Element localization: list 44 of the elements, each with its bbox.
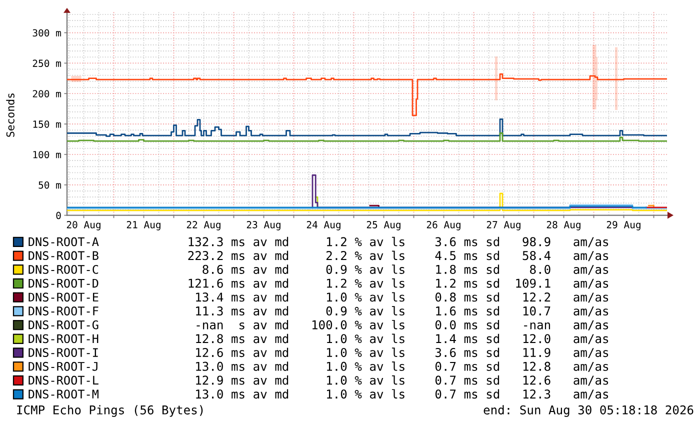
x-tick-label: 23 Aug	[246, 221, 280, 230]
y-tick-label: 200 m	[32, 90, 61, 98]
text: 12.6 ms av md 1.0 % av ls 3.6 ms sd 11.9 am/as	[196, 348, 608, 358]
legend-label: DNS-ROOT-J	[28, 362, 98, 371]
text: 13.4 ms av md 1.0 % av ls 0.8 ms sd 12.2 am/as	[196, 292, 608, 303]
text: ICMP Echo Pings (56 Bytes)	[17, 405, 203, 417]
y-axis-title: Seconds	[6, 94, 14, 137]
text: 8.6 ms av md 0.9 % av ls 1.8 ms sd 8.0 am/as	[202, 264, 608, 275]
text: 13.0 ms av md 1.0 % av ls 0.7 ms sd 12.3 am/as	[196, 389, 608, 400]
x-tick-label: 29 Aug	[606, 221, 640, 230]
x-tick-label: 24 Aug	[306, 221, 340, 230]
text: 13.0 ms av md 1.0 % av ls 0.7 ms sd 12.8 am/as	[196, 362, 608, 372]
text: 223.2 ms av md 2.2 % av ls 4.5 ms sd 58.4 am/as	[188, 250, 608, 262]
y-tick-label: 250 m	[32, 60, 61, 67]
legend-label: DNS-ROOT-C	[28, 264, 98, 274]
legend-label: DNS-ROOT-B	[28, 251, 98, 260]
text: 12.9 ms av md 1.0 % av ls 0.7 ms sd 12.6 am/as	[196, 375, 608, 386]
legend-label: DNS-ROOT-F	[28, 306, 98, 316]
legend-label: DNS-ROOT-H	[28, 334, 98, 344]
x-tick-label: 22 Aug	[186, 221, 220, 230]
legend-label: DNS-ROOT-A	[28, 237, 99, 246]
text: end: Sun Aug 30 05:18:18 2026	[484, 405, 694, 417]
x-tick-label: 21 Aug	[126, 221, 160, 230]
x-tick-label: 26 Aug	[426, 221, 460, 230]
legend-label: DNS-ROOT-D	[28, 278, 98, 288]
legend-label: DNS-ROOT-I	[28, 348, 98, 357]
y-tick-label: 300 m	[32, 29, 61, 37]
text: -nan s av md 100.0 % av ls 0.0 ms sd -nan am/as	[196, 320, 608, 330]
text: 121.6 ms av md 1.2 % av ls 1.2 ms sd 109.1 am/as	[188, 278, 608, 289]
legend-label: DNS-ROOT-L	[28, 376, 98, 385]
x-tick-label: 27 Aug	[486, 221, 520, 230]
y-tick-label: 0	[56, 212, 61, 220]
y-tick-label: 50 m	[38, 181, 61, 189]
legend-label: DNS-ROOT-M	[28, 390, 98, 399]
legend-label: DNS-ROOT-E	[28, 292, 98, 302]
text: 12.8 ms av md 1.0 % av ls 1.4 ms sd 12.0 am/as	[196, 334, 608, 344]
x-tick-label: 25 Aug	[366, 221, 400, 230]
text: 132.3 ms av md 1.2 % av ls 3.6 ms sd 98.9 am/as	[188, 236, 608, 248]
x-tick-label: 20 Aug	[66, 221, 100, 230]
text: 11.3 ms av md 0.9 % av ls 1.6 ms sd 10.7 am/as	[196, 306, 608, 316]
x-tick-label: 28 Aug	[546, 221, 580, 230]
legend-label: DNS-ROOT-G	[28, 320, 98, 330]
y-tick-label: 100 m	[33, 150, 61, 158]
y-tick-label: 150 m	[33, 120, 61, 128]
